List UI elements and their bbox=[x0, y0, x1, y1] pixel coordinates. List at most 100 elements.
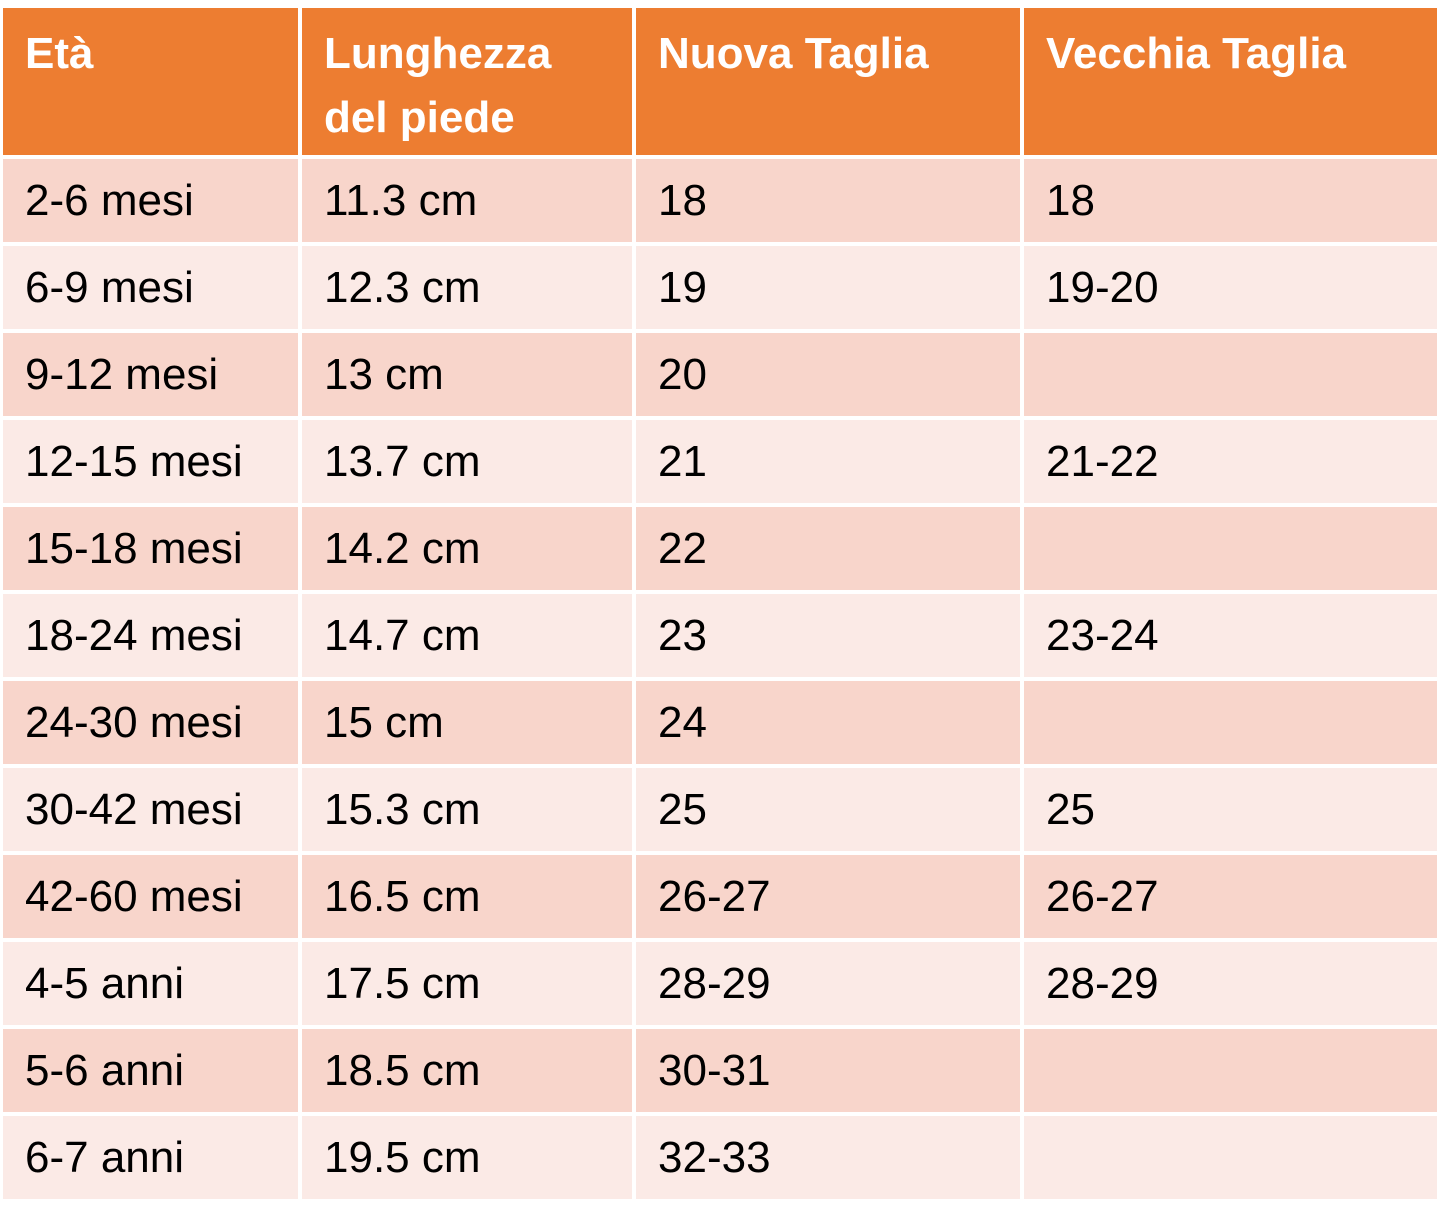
table-cell: 21 bbox=[636, 420, 1020, 503]
cell-text: 23-24 bbox=[1046, 610, 1159, 660]
table-cell: 16.5 cm bbox=[302, 855, 632, 938]
cell-text: 25 bbox=[1046, 784, 1095, 834]
cell-text: 18-24 mesi bbox=[25, 610, 243, 660]
table-cell: 15-18 mesi bbox=[3, 507, 298, 590]
table-cell: 28-29 bbox=[636, 942, 1020, 1025]
table-cell: 13.7 cm bbox=[302, 420, 632, 503]
cell-text: 24 bbox=[658, 697, 707, 747]
cell-text: 14.7 cm bbox=[324, 610, 481, 660]
cell-text: 26-27 bbox=[1046, 871, 1159, 921]
cell-text: Età bbox=[25, 29, 94, 78]
cell-text: 21-22 bbox=[1046, 436, 1159, 486]
cell-text: 6-7 anni bbox=[25, 1132, 185, 1182]
table-cell: 26-27 bbox=[636, 855, 1020, 938]
table-cell: 15.3 cm bbox=[302, 768, 632, 851]
table-cell: 15 cm bbox=[302, 681, 632, 764]
size-table: Età Lunghezza del piede Nuova Taglia Vecchi… bbox=[3, 8, 1437, 1199]
cell-text: 30-42 mesi bbox=[25, 784, 243, 834]
table-cell: 30-42 mesi bbox=[3, 768, 298, 851]
cell-text: 2-6 mesi bbox=[25, 175, 194, 225]
cell-text: 15.3 cm bbox=[324, 784, 481, 834]
cell-text: 12.3 cm bbox=[324, 262, 481, 312]
cell-text: 23 bbox=[658, 610, 707, 660]
cell-text: 19 bbox=[658, 262, 707, 312]
table-cell: 24 bbox=[636, 681, 1020, 764]
table-cell: 4-5 anni bbox=[3, 942, 298, 1025]
table-cell: 22 bbox=[636, 507, 1020, 590]
cell-text: 18 bbox=[658, 175, 707, 225]
table-cell: 11.3 cm bbox=[302, 159, 632, 242]
table-cell: 23 bbox=[636, 594, 1020, 677]
cell-text: 4-5 anni bbox=[25, 958, 185, 1008]
table-cell bbox=[1024, 681, 1437, 764]
cell-text: 26-27 bbox=[658, 871, 771, 921]
cell-text: 6-9 mesi bbox=[25, 262, 194, 312]
table-cell: 9-12 mesi bbox=[3, 333, 298, 416]
table-cell: 6-7 anni bbox=[3, 1116, 298, 1199]
cell-text: 24-30 mesi bbox=[25, 697, 243, 747]
table-cell: 21-22 bbox=[1024, 420, 1437, 503]
table-cell: 17.5 cm bbox=[302, 942, 632, 1025]
cell-text: Nuova Taglia bbox=[658, 29, 929, 78]
cell-text: 28-29 bbox=[658, 958, 771, 1008]
header-cell: Età bbox=[3, 8, 298, 155]
table-cell: 18-24 mesi bbox=[3, 594, 298, 677]
table-cell: 25 bbox=[636, 768, 1020, 851]
table-cell: 19.5 cm bbox=[302, 1116, 632, 1199]
table-cell: 14.7 cm bbox=[302, 594, 632, 677]
cell-text: 13 cm bbox=[324, 349, 444, 399]
table-cell: 19 bbox=[636, 246, 1020, 329]
table-cell: 26-27 bbox=[1024, 855, 1437, 938]
cell-text: 15 cm bbox=[324, 697, 444, 747]
cell-text: 9-12 mesi bbox=[25, 349, 219, 399]
cell-text: 5-6 anni bbox=[25, 1045, 185, 1095]
cell-text: 13.7 cm bbox=[324, 436, 481, 486]
table-cell: 23-24 bbox=[1024, 594, 1437, 677]
cell-text: Lunghezza del piede bbox=[324, 29, 552, 142]
table-cell bbox=[1024, 1116, 1437, 1199]
table-cell: 18 bbox=[636, 159, 1020, 242]
table-cell: 6-9 mesi bbox=[3, 246, 298, 329]
table-cell: 19-20 bbox=[1024, 246, 1437, 329]
table-cell: 2-6 mesi bbox=[3, 159, 298, 242]
cell-text: 20 bbox=[658, 349, 707, 399]
cell-text: 28-29 bbox=[1046, 958, 1159, 1008]
cell-text: 17.5 cm bbox=[324, 958, 481, 1008]
table-cell: 18.5 cm bbox=[302, 1029, 632, 1112]
cell-text: 14.2 cm bbox=[324, 523, 481, 573]
table-cell: 28-29 bbox=[1024, 942, 1437, 1025]
cell-text: 19-20 bbox=[1046, 262, 1159, 312]
cell-text: 11.3 cm bbox=[324, 175, 478, 225]
header-cell: Lunghezza del piede bbox=[302, 8, 632, 155]
table-cell: 32-33 bbox=[636, 1116, 1020, 1199]
table-cell: 20 bbox=[636, 333, 1020, 416]
cell-text: 18 bbox=[1046, 175, 1095, 225]
cell-text: 25 bbox=[658, 784, 707, 834]
cell-text: 18.5 cm bbox=[324, 1045, 481, 1095]
table-cell bbox=[1024, 333, 1437, 416]
table-cell: 5-6 anni bbox=[3, 1029, 298, 1112]
cell-text: 42-60 mesi bbox=[25, 871, 243, 921]
table-cell bbox=[1024, 507, 1437, 590]
table-cell: 12.3 cm bbox=[302, 246, 632, 329]
table-cell: 14.2 cm bbox=[302, 507, 632, 590]
table-cell bbox=[1024, 1029, 1437, 1112]
table-cell: 42-60 mesi bbox=[3, 855, 298, 938]
header-cell: Vecchia Taglia bbox=[1024, 8, 1437, 155]
cell-text: 32-33 bbox=[658, 1132, 771, 1182]
table-cell: 30-31 bbox=[636, 1029, 1020, 1112]
table-cell: 13 cm bbox=[302, 333, 632, 416]
header-cell: Nuova Taglia bbox=[636, 8, 1020, 155]
cell-text: 12-15 mesi bbox=[25, 436, 243, 486]
cell-text: 16.5 cm bbox=[324, 871, 481, 921]
cell-text: 30-31 bbox=[658, 1045, 771, 1095]
cell-text: 21 bbox=[658, 436, 707, 486]
table-cell: 25 bbox=[1024, 768, 1437, 851]
table-cell: 12-15 mesi bbox=[3, 420, 298, 503]
cell-text: 19.5 cm bbox=[324, 1132, 481, 1182]
cell-text: 22 bbox=[658, 523, 707, 573]
cell-text: 15-18 mesi bbox=[25, 523, 243, 573]
cell-text: Vecchia Taglia bbox=[1046, 29, 1347, 78]
table-cell: 24-30 mesi bbox=[3, 681, 298, 764]
